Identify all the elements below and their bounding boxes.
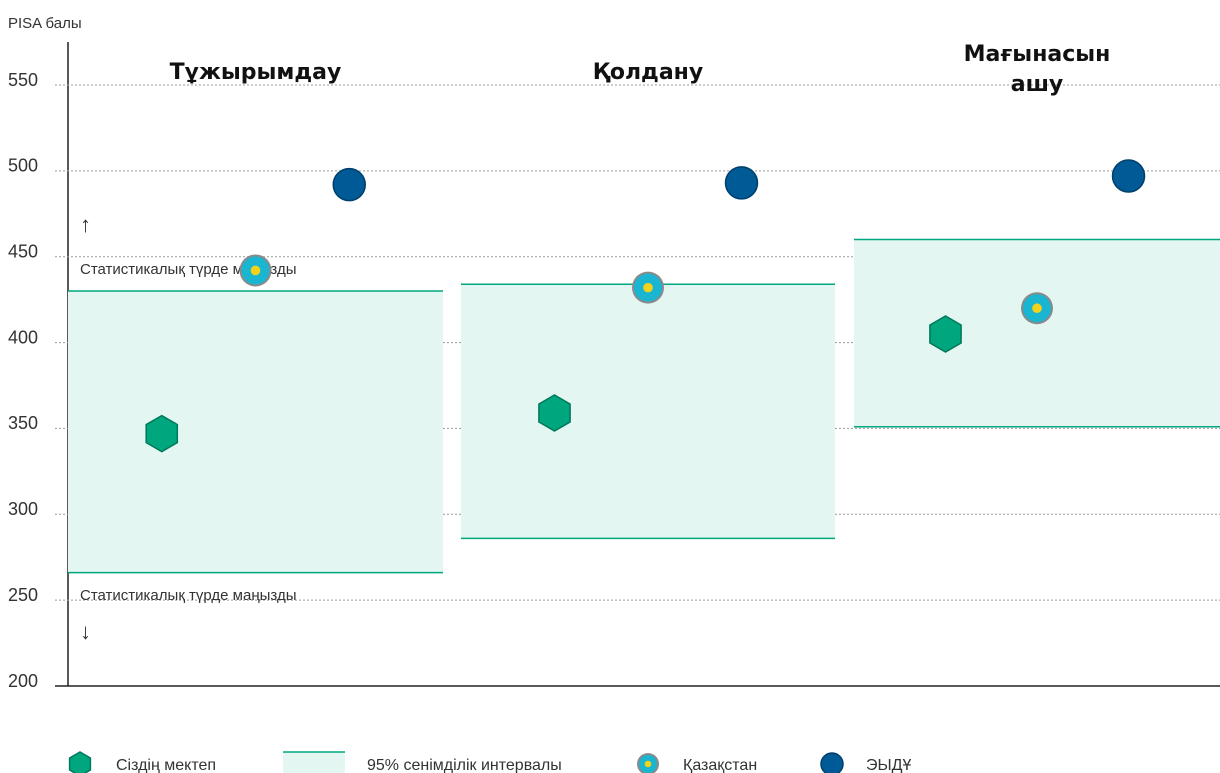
school-marker xyxy=(538,394,571,432)
y-tick-label: 400 xyxy=(8,327,38,347)
legend-oecd xyxy=(820,752,844,773)
y-tick-label: 500 xyxy=(8,156,38,176)
oecd-marker xyxy=(332,167,366,202)
y-tick-label: 450 xyxy=(8,241,38,261)
legend-label: 95% сенімділік интервалы xyxy=(367,757,562,773)
legend-kazakhstan xyxy=(637,753,659,773)
legend-label: Сіздің мектеп xyxy=(116,757,216,773)
oecd-marker xyxy=(724,166,759,200)
kazakhstan-marker xyxy=(1021,292,1053,325)
confidence-interval xyxy=(854,239,1220,427)
oecd-marker xyxy=(1111,159,1146,193)
confidence-interval xyxy=(461,284,835,539)
arrow-down: ↓ xyxy=(80,619,91,644)
annotation: Статистикалық түрде маңызды xyxy=(80,587,296,604)
legend-label: ЭЫДҰ xyxy=(866,757,912,773)
y-tick-label: 200 xyxy=(8,671,38,691)
arrow-up: ↑ xyxy=(80,212,91,237)
legend-school xyxy=(68,751,92,773)
y-axis-label: PISA балы xyxy=(8,15,82,32)
y-tick-label: 550 xyxy=(8,70,38,90)
kazakhstan-marker xyxy=(239,254,272,287)
y-tick-label: 250 xyxy=(8,585,38,605)
legend-label: Қазақстан xyxy=(683,757,757,773)
category-title: Қолдану xyxy=(592,60,704,85)
legend-ci xyxy=(283,752,345,773)
flag-sun xyxy=(250,265,261,276)
school-marker xyxy=(145,414,179,453)
y-tick-label: 350 xyxy=(8,413,38,433)
flag-sun xyxy=(643,282,653,293)
school-marker xyxy=(929,315,962,353)
category-title: Тұжырымдау xyxy=(169,60,342,85)
kazakhstan-marker xyxy=(632,271,664,304)
flag-sun xyxy=(644,760,652,768)
category-title: Мағынасын ашу xyxy=(963,42,1111,97)
flag-sun xyxy=(1032,303,1042,314)
confidence-interval xyxy=(68,291,443,573)
y-tick-label: 300 xyxy=(8,499,38,519)
